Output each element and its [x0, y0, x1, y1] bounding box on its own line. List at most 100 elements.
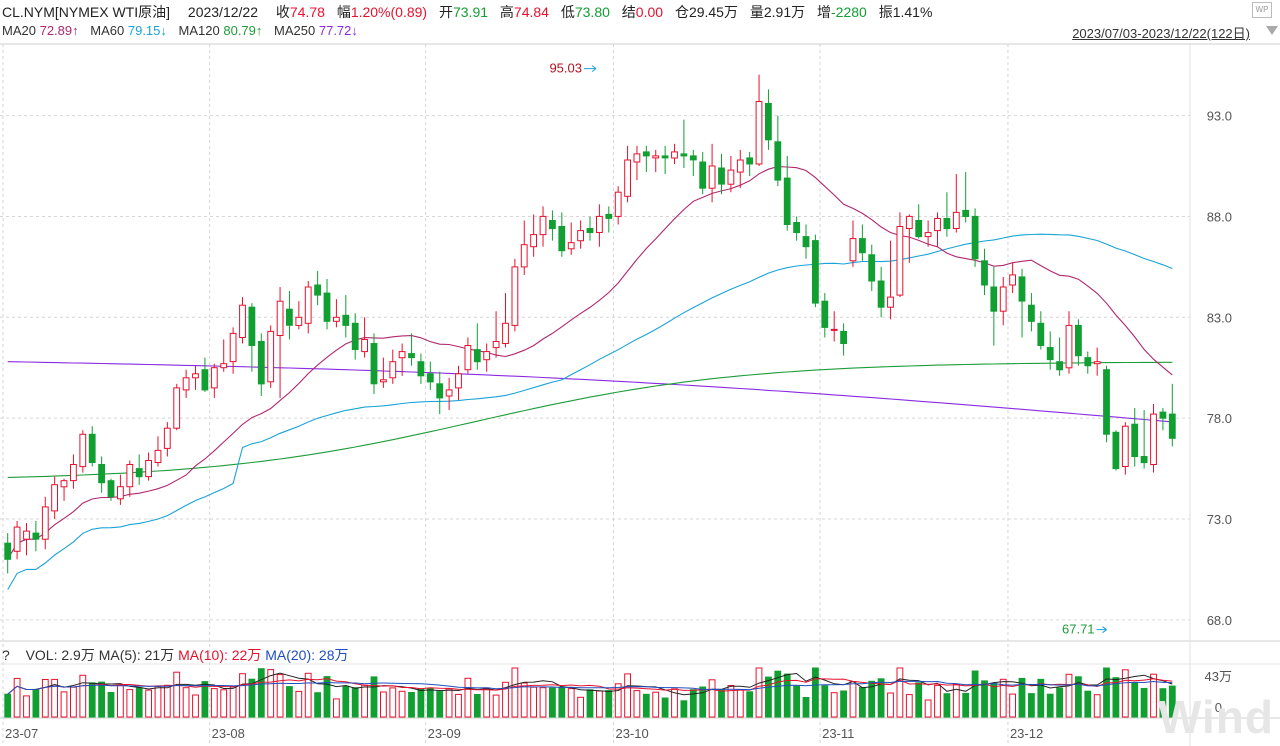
volume-bar — [868, 680, 876, 718]
ma120-line — [7, 361, 1173, 478]
volume-bar — [286, 686, 293, 718]
candle-body — [361, 339, 369, 353]
candle-body — [98, 464, 105, 484]
candle-body — [952, 211, 960, 229]
volume-legend: ? VOL: 2.9万 MA(5): 21万 MA(10): 22万 MA(20… — [2, 645, 348, 665]
candle-body — [849, 238, 857, 262]
change-value: 1.20%(0.89) — [350, 4, 428, 20]
candle-body — [689, 155, 697, 161]
candle-body — [192, 373, 199, 379]
volume-bar — [1159, 688, 1167, 718]
vol-ma20-line — [7, 680, 1173, 695]
candle-body — [398, 351, 406, 359]
candle-body — [126, 464, 134, 488]
volume-bar — [774, 670, 782, 718]
high-value: 74.84 — [513, 4, 549, 20]
candle-body — [727, 169, 735, 185]
ma20-value: 72.89 — [39, 23, 73, 38]
candle-body — [699, 161, 707, 189]
candle-body — [671, 151, 678, 159]
volume-bar — [830, 692, 838, 718]
candle-body — [943, 218, 951, 230]
vol-ma5-label: MA(5): 21万 — [98, 647, 175, 663]
candle-body — [323, 292, 331, 322]
candle-body — [333, 316, 340, 322]
volume-bar — [163, 684, 171, 718]
candle-body — [408, 353, 415, 359]
volume-bar — [680, 700, 688, 718]
y-tick-label: 88.0 — [1207, 209, 1232, 224]
ma250-arrow: ↓ — [351, 23, 358, 38]
volume-bar — [408, 692, 415, 718]
candle-body — [971, 215, 979, 260]
ma250-value: 77.72 — [318, 23, 352, 38]
candle-body — [229, 332, 237, 363]
candle-body — [295, 316, 303, 326]
candle-body — [1168, 413, 1176, 439]
candle-body — [915, 220, 923, 238]
volume-bar — [361, 684, 369, 718]
candle-body — [145, 460, 152, 478]
vol-ma20-label: MA(20): 28万 — [265, 647, 349, 663]
volume-bar — [1150, 673, 1157, 718]
volume-bar — [511, 667, 519, 718]
candle-body — [708, 165, 716, 189]
x-tick-label: 23-09 — [428, 726, 461, 741]
volume-bar — [633, 690, 641, 718]
ma60-value: 79.15 — [127, 23, 161, 38]
volume-bar — [699, 686, 707, 718]
dropdown-icon[interactable] — [1266, 26, 1278, 35]
volume-bar — [577, 696, 585, 718]
volume-bar — [614, 683, 622, 718]
candle-body — [154, 449, 162, 463]
window-icon[interactable]: WP — [1252, 2, 1272, 18]
volume-bar — [135, 687, 143, 718]
volume-bar — [755, 667, 763, 718]
volume-bar — [558, 686, 566, 718]
volume-bar — [1056, 687, 1063, 718]
volume-bar — [971, 670, 979, 718]
volume-bar — [586, 689, 594, 718]
volume-bar — [812, 667, 819, 718]
ma-legend: MA20 72.89↑ MA60 79.15↓ MA120 80.79↑ MA2… — [2, 23, 358, 38]
change-label: 幅 — [336, 4, 351, 20]
ma250-label: MA250 — [274, 23, 316, 38]
candle-body — [502, 322, 509, 344]
candle-body — [999, 286, 1007, 312]
candle-body — [802, 236, 810, 248]
candle-body — [1028, 304, 1035, 322]
volume-bar — [304, 672, 312, 718]
candle-body — [774, 141, 782, 181]
candle-body — [962, 209, 970, 217]
ma250-line — [7, 361, 1173, 423]
volume-bar — [661, 697, 669, 718]
symbol-name[interactable]: CL.NYM[NYMEX WTI原油] — [2, 4, 171, 20]
quote-date: 2023/12/22 — [187, 4, 258, 20]
candle-body — [765, 103, 772, 141]
candle-body — [868, 254, 876, 282]
candle-body — [605, 213, 613, 219]
volume-bar — [877, 678, 885, 718]
date-range-selector[interactable]: 2023/07/03-2023/12/22(122日) — [1072, 26, 1250, 41]
volume-bar — [60, 691, 68, 718]
candle-body — [436, 383, 444, 399]
volume-bar — [934, 684, 941, 718]
volume-bar — [520, 682, 528, 718]
volume-bar — [849, 681, 857, 718]
volume-bar — [239, 673, 246, 718]
volume-bar — [915, 682, 923, 718]
volume-bar — [32, 688, 40, 718]
candle-body — [680, 153, 688, 157]
candle-body — [661, 155, 669, 159]
help-icon[interactable]: ? — [2, 647, 10, 663]
candle-body — [1093, 361, 1101, 365]
vol-label: VOL: 2.9万 — [25, 647, 95, 663]
vol-label: 量 — [749, 4, 764, 20]
volume-bar — [605, 690, 613, 718]
x-tick-label: 23-08 — [212, 726, 245, 741]
volume-bar — [736, 689, 744, 718]
volume-bar — [990, 683, 998, 718]
candle-body — [1140, 456, 1148, 464]
candle-body — [1009, 274, 1017, 286]
